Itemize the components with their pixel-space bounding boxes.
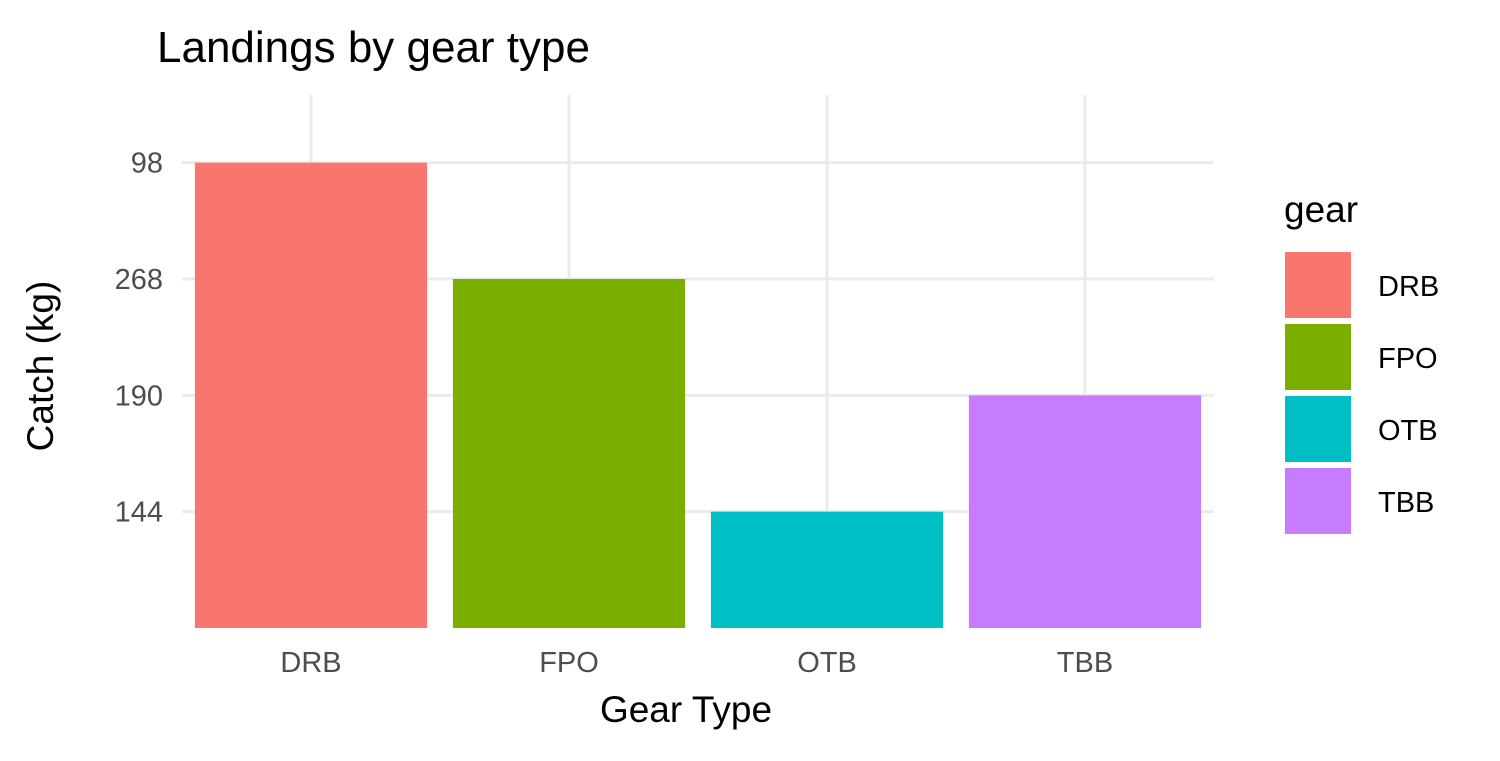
legend-label-tbb: TBB (1378, 487, 1434, 519)
legend-label-drb: DRB (1378, 271, 1439, 303)
x-tick-label: OTB (797, 647, 857, 679)
x-tick-label: DRB (280, 647, 341, 679)
y-tick-label: 98 (131, 148, 163, 180)
x-tick-label: TBB (1057, 647, 1113, 679)
bar-otb (710, 511, 944, 628)
legend-swatch-tbb (1285, 468, 1351, 534)
bar-tbb (968, 395, 1202, 628)
legend-swatch-otb (1285, 396, 1351, 462)
chart-title: Landings by gear type (157, 23, 590, 72)
x-tick-label: FPO (539, 647, 599, 679)
y-tick-label: 144 (115, 497, 163, 529)
y-tick-label: 268 (115, 264, 163, 296)
legend-label-otb: OTB (1378, 415, 1438, 447)
bar-drb (194, 162, 428, 628)
x-axis-title: Gear Type (600, 689, 772, 730)
legend-swatch-fpo (1285, 324, 1351, 390)
bar-layer (194, 162, 1202, 628)
label-layer: 144 190 268 98 DRB FPO OTB TBB (115, 148, 1114, 679)
legend-label-fpo: FPO (1378, 343, 1438, 375)
bar-fpo (452, 279, 686, 628)
legend-swatch-drb (1285, 252, 1351, 318)
y-axis-title: Catch (kg) (20, 281, 61, 452)
legend-title: gear (1284, 189, 1358, 230)
legend: gear DRB FPO OTB TBB (1284, 189, 1439, 534)
y-tick-label: 190 (115, 380, 163, 412)
